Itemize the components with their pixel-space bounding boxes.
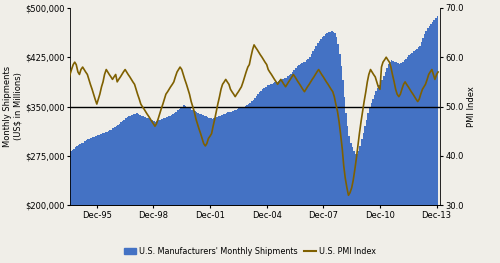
Y-axis label: Monthly Shipments
(US$ in Millions): Monthly Shipments (US$ in Millions): [2, 66, 22, 147]
Legend: U.S. Manufacturers' Monthly Shipments, U.S. PMI Index: U.S. Manufacturers' Monthly Shipments, U…: [120, 244, 380, 259]
Y-axis label: PMI Index: PMI Index: [467, 86, 476, 127]
